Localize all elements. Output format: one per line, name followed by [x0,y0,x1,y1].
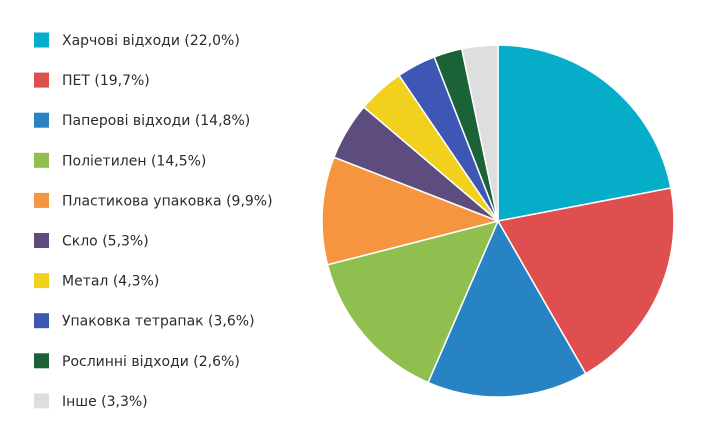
legend-label-поліетилен: Поліетилен (14,5%) [62,153,206,169]
legend-swatch-поліетилен [34,152,49,168]
pie [321,44,675,398]
legend-swatch-метал [34,273,49,289]
legend-swatch-рослинні-відходи [34,353,49,369]
pie-slice-пет [496,187,675,375]
legend-swatch-харчові-відходи [34,32,49,48]
pie-slice-інше [460,44,499,222]
legend: Харчові відходи (22,0%) ПЕТ (19,7%) Паперо… [34,32,273,410]
pie-slice-паперові-відходи [427,219,587,398]
legend-label-пет: ПЕТ (19,7%) [62,73,150,89]
legend-label-рослинні-відходи: Рослинні відходи (2,6%) [62,354,240,370]
legend-swatch-упаковка-тетрапак [34,313,49,329]
legend-swatch-паперові-відходи [34,112,49,128]
pie-slice-поліетилен [326,219,500,384]
legend-swatch-скло [34,233,49,248]
pie-slice-харчові-відходи [497,44,672,222]
pie-slice-пластикова-упаковка [321,156,501,266]
legend-swatch-пластикова-упаковка [34,192,49,208]
legend-label-упаковка-тетрапак: Упаковка тетрапак (3,6%) [62,314,255,330]
legend-swatch-інше [34,393,49,409]
legend-label-інше: Інше (3,3%) [62,394,148,410]
legend-swatch-пет [34,72,49,88]
legend-label-скло: Скло (5,3%) [62,234,149,250]
legend-label-паперові-відходи: Паперові відходи (14,8%) [62,113,250,129]
legend-label-метал: Метал (4,3%) [62,274,159,290]
legend-label-харчові-відходи: Харчові відходи (22,0%) [62,33,240,49]
legend-label-пластикова-упаковка: Пластикова упаковка (9,9%) [62,193,273,209]
